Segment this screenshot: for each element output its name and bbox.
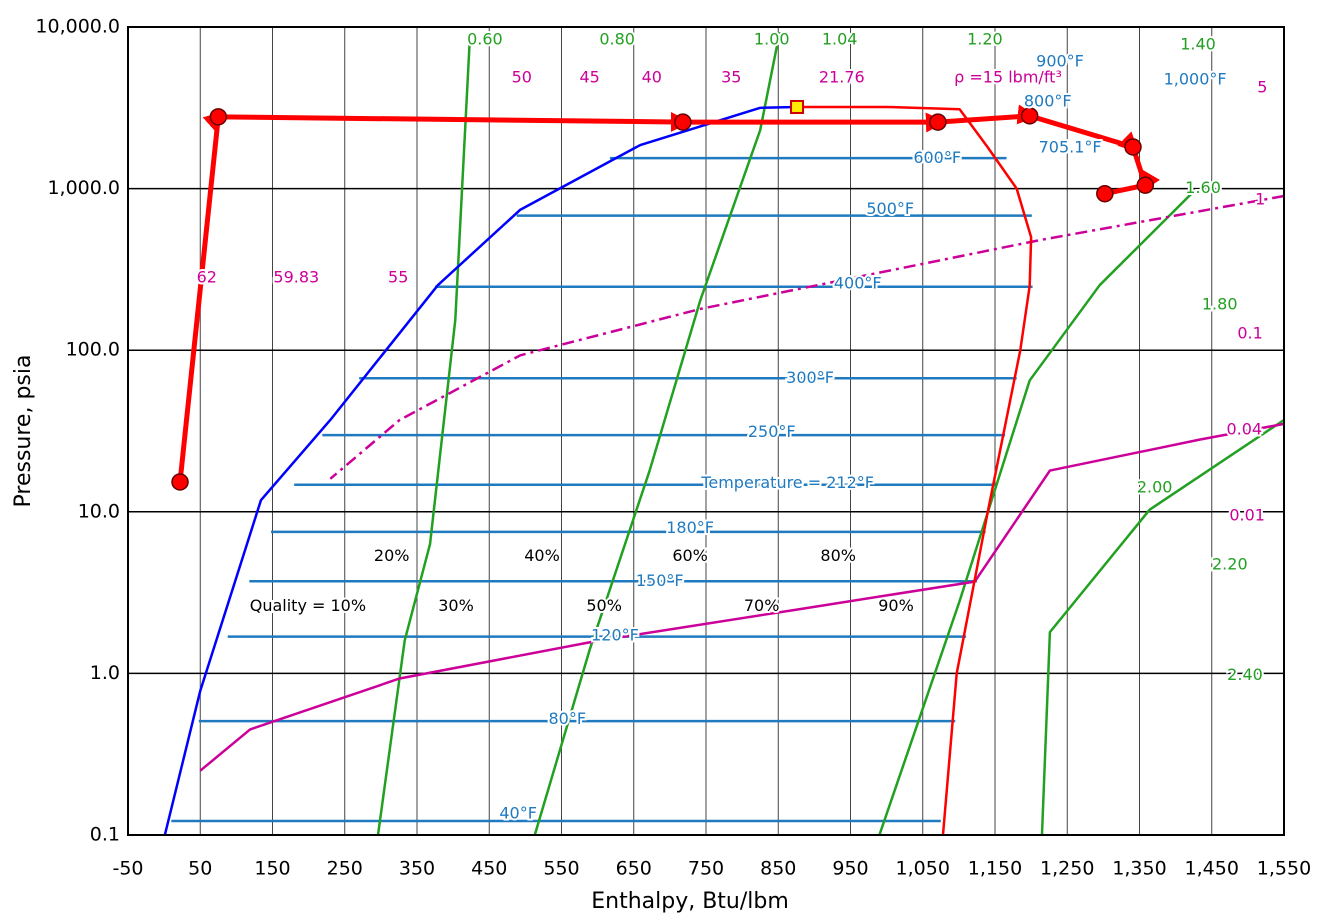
x-tick-label: 1,550	[1257, 858, 1311, 880]
state-point	[929, 113, 947, 131]
plot-frame	[127, 26, 1285, 836]
x-tick-label: 950	[832, 858, 868, 880]
annotation: 70%	[744, 596, 780, 615]
x-tick-label: 1,450	[1185, 858, 1239, 880]
annotation: 180°F	[666, 518, 714, 537]
annotation: 1,000°F	[1164, 69, 1227, 88]
series-line	[1040, 418, 1285, 836]
y-axis-label: Pressure, psia	[11, 355, 36, 508]
annotation: 300°F	[786, 368, 834, 387]
x-tick-label: 1,150	[968, 858, 1022, 880]
annotation: 0.01	[1229, 506, 1265, 525]
series-line	[376, 40, 471, 836]
x-tick-label: 1,050	[896, 858, 950, 880]
annotation: 1.60	[1185, 178, 1221, 197]
annotation: 2.20	[1212, 554, 1248, 573]
annotation: 800°F	[1024, 91, 1072, 110]
annotation: 35	[721, 67, 741, 86]
annotation: 60%	[672, 546, 708, 565]
state-point	[171, 473, 189, 491]
y-tick-label: 1,000.0	[47, 177, 120, 199]
y-tick-label: 1.0	[90, 662, 120, 684]
annotation: 50	[512, 67, 532, 86]
annotation: ρ =15 lbm/ft³	[954, 67, 1062, 86]
annotation: 600°F	[913, 148, 961, 167]
annotation: 50%	[586, 596, 622, 615]
x-tick-label: 1,350	[1112, 858, 1166, 880]
annotation: 2.00	[1137, 478, 1173, 497]
annotation: 400°F	[834, 274, 882, 293]
x-tick-label: 750	[688, 858, 724, 880]
annotation: 500°F	[866, 199, 914, 218]
state-point	[209, 108, 228, 126]
y-tick-label: 10,000.0	[35, 16, 120, 38]
annotation: 20%	[374, 546, 410, 565]
annotation: 55	[388, 267, 408, 286]
annotation: 1.20	[967, 30, 1003, 49]
annotation: 250°F	[748, 422, 796, 441]
annotation: 900°F	[1036, 52, 1084, 71]
x-tick-label: 1,250	[1040, 858, 1094, 880]
annotation: 40%	[524, 546, 560, 565]
x-tick-label: -50	[112, 858, 143, 880]
x-tick-label: 650	[616, 858, 652, 880]
annotation: 1	[1255, 190, 1265, 209]
annotation: 0.1	[1237, 323, 1262, 342]
y-tick-label: 0.1	[90, 824, 120, 846]
annotation: 21.76	[819, 67, 865, 86]
annotation: 40	[642, 67, 662, 86]
x-tick-label: 250	[327, 858, 363, 880]
state-point	[1096, 184, 1114, 203]
x-axis-label: Enthalpy, Btu/lbm	[591, 889, 789, 914]
annotation: 80%	[820, 546, 856, 565]
annotation: Quality = 10%	[250, 596, 366, 615]
plot	[163, 31, 1285, 836]
annotation: 90%	[878, 596, 914, 615]
x-tick-label: 50	[188, 858, 212, 880]
grid	[127, 26, 1285, 836]
annotation: 1.00	[754, 30, 790, 49]
state-point	[1124, 138, 1142, 156]
annotation: 120°F	[591, 626, 639, 645]
annotation: 0.60	[467, 30, 503, 49]
annotation: 1.40	[1180, 34, 1216, 53]
x-tick-label: 850	[760, 858, 796, 880]
annotation: 0.04	[1226, 420, 1262, 439]
state-point	[1136, 176, 1155, 194]
annotation: Temperature = 212°F	[700, 473, 874, 492]
y-tick-label: 10.0	[78, 500, 120, 522]
critical-point	[790, 99, 805, 114]
annotation: 59.83	[273, 267, 319, 286]
x-tick-label: 450	[471, 858, 507, 880]
annotation: 5	[1257, 78, 1267, 97]
x-tick-label: 550	[543, 858, 579, 880]
annotation: 45	[579, 67, 599, 86]
y-tick-label: 100.0	[66, 339, 120, 361]
labels: -50 50 150 250 350 450 550 650 750 850 950 1,050 1,1…	[35, 16, 1311, 880]
series-line	[878, 189, 1197, 836]
state-point	[1020, 107, 1039, 125]
annotation: 62	[197, 267, 217, 286]
x-tick-label: 350	[399, 858, 435, 880]
annotation: 1.80	[1202, 295, 1238, 314]
x-tick-label: 150	[254, 858, 290, 880]
series-line	[329, 194, 1285, 480]
annotation: 0.80	[599, 30, 635, 49]
annotation: 2.40	[1227, 665, 1263, 684]
annotation: 1.04	[822, 30, 858, 49]
series-line	[199, 422, 1285, 772]
annotation: 30%	[438, 596, 474, 615]
annotation: 150°F	[636, 571, 684, 590]
annotation: 80°F	[548, 709, 586, 728]
state-point	[674, 113, 692, 131]
annotation: 40°F	[499, 803, 537, 822]
annotation: 705.1°F	[1039, 138, 1102, 157]
